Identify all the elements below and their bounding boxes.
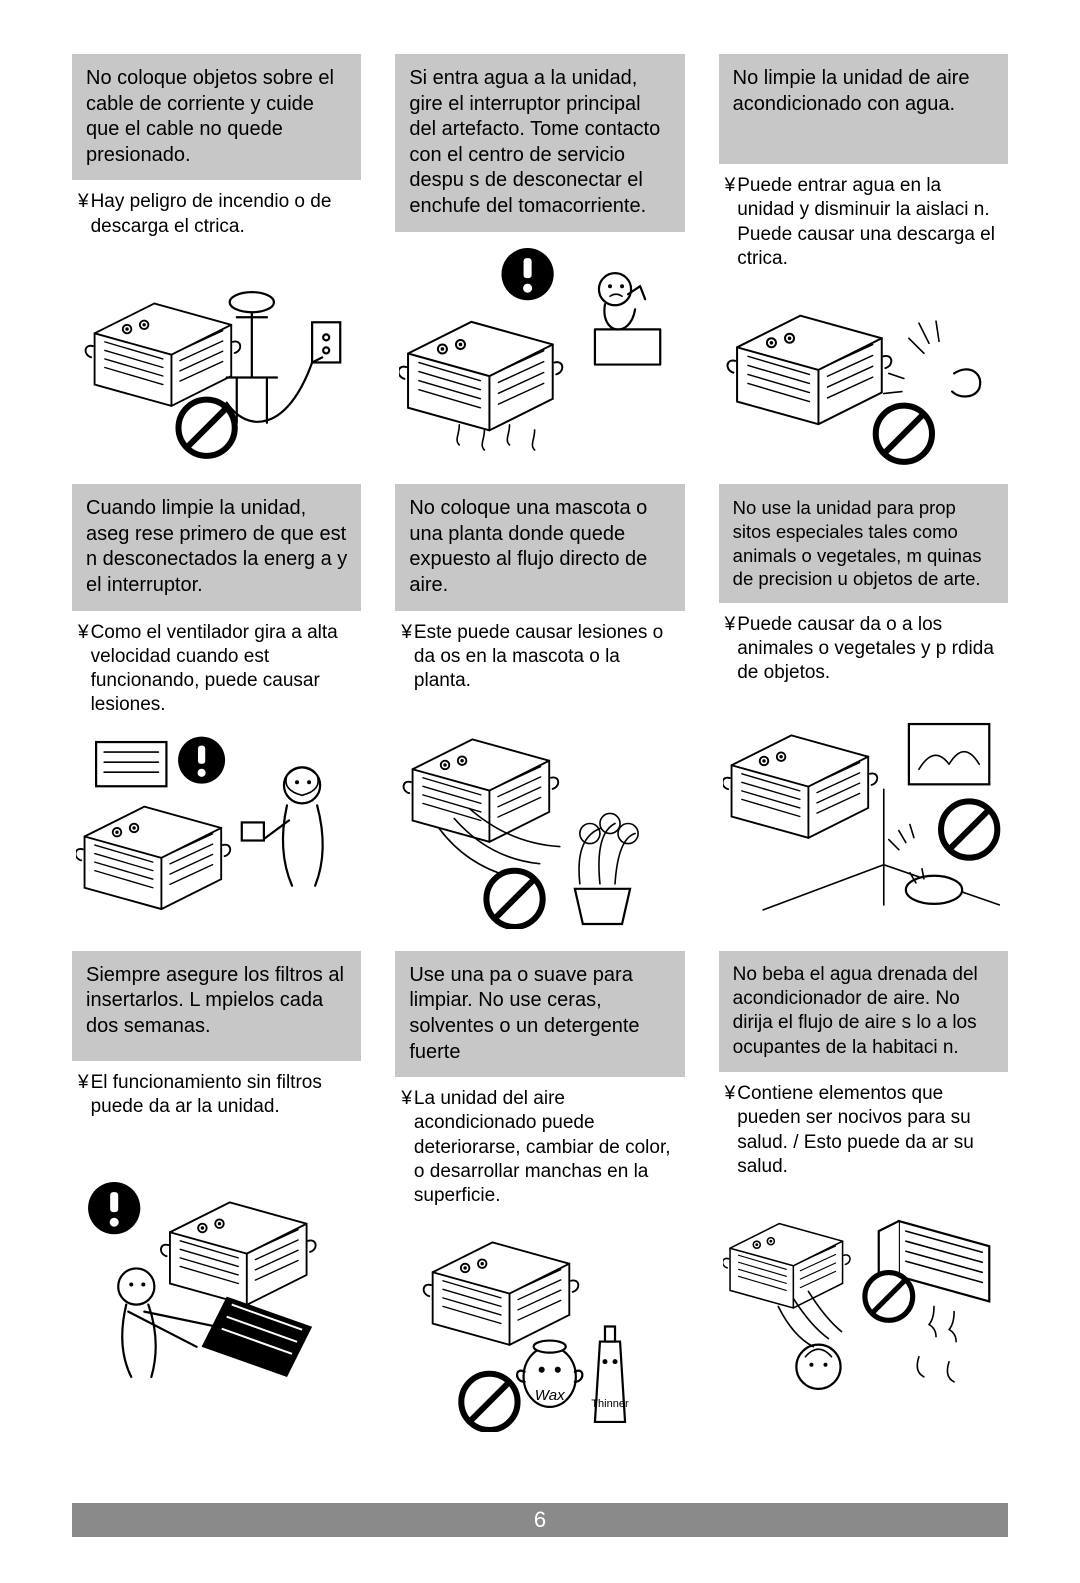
cell-2-3: No use la unidad para prop sitos especia… <box>719 484 1008 951</box>
warning-bullet: ¥ La unidad del aire acondicionado puede… <box>395 1077 684 1217</box>
bullet-marker: ¥ <box>725 1082 736 1179</box>
bullet-marker: ¥ <box>725 613 736 686</box>
illustration <box>719 279 1008 484</box>
warning-head: Si entra agua a la unidad, gire el inter… <box>395 54 684 232</box>
warning-bullet: ¥ El funcionamiento sin filtros puede da… <box>72 1061 361 1128</box>
bullet-marker: ¥ <box>401 1087 412 1209</box>
illustration: Wax Thinner <box>395 1217 684 1442</box>
warning-head: Cuando limpie la unidad, aseg rese prime… <box>72 484 361 610</box>
warning-bullet: ¥ Como el ventilador gira a alta velocid… <box>72 611 361 726</box>
bullet-marker: ¥ <box>78 621 89 718</box>
illustration <box>719 1187 1008 1441</box>
bullet-marker: ¥ <box>725 174 736 271</box>
safety-grid: No coloque objetos sobre el cable de cor… <box>72 54 1008 1442</box>
cell-3-1: Siempre asegure los filtros al insertarl… <box>72 951 361 1442</box>
cell-2-2: No coloque una mascota o una planta dond… <box>395 484 684 951</box>
cell-3-3: No beba el agua drenada del acondicionad… <box>719 951 1008 1442</box>
cell-2-1: Cuando limpie la unidad, aseg rese prime… <box>72 484 361 951</box>
bullet-text: Puede causar da o a los animales o veget… <box>737 613 1002 686</box>
bullet-text: Puede entrar agua en la unidad y disminu… <box>737 174 1002 271</box>
warning-head: Siempre asegure los filtros al insertarl… <box>72 951 361 1061</box>
bullet-marker: ¥ <box>401 621 412 694</box>
illustration <box>72 247 361 484</box>
cell-1-1: No coloque objetos sobre el cable de cor… <box>72 54 361 484</box>
cell-1-3: No limpie la unidad de aire acondicionad… <box>719 54 1008 484</box>
bullet-text: Este puede causar lesiones o da os en la… <box>414 621 679 694</box>
thinner-label: Thinner <box>592 1398 630 1410</box>
page-number-bar: 6 <box>72 1503 1008 1537</box>
wax-label: Wax <box>535 1387 565 1404</box>
bullet-text: Como el ventilador gira a alta velocidad… <box>91 621 356 718</box>
bullet-text: El funcionamiento sin filtros puede da a… <box>91 1071 356 1120</box>
warning-bullet: ¥ Hay peligro de incendio o de descarga … <box>72 180 361 247</box>
illustration <box>395 232 684 485</box>
illustration <box>719 694 1008 951</box>
bullet-text: Contiene elementos que pueden ser nocivo… <box>737 1082 1002 1179</box>
warning-head: No coloque una mascota o una planta dond… <box>395 484 684 610</box>
warning-head: No coloque objetos sobre el cable de cor… <box>72 54 361 180</box>
warning-head: No use la unidad para prop sitos especia… <box>719 484 1008 603</box>
illustration <box>395 701 684 950</box>
warning-bullet: ¥ Contiene elementos que pueden ser noci… <box>719 1072 1008 1187</box>
warning-head: No beba el agua drenada del acondicionad… <box>719 951 1008 1072</box>
bullet-text: La unidad del aire acondicionado puede d… <box>414 1087 679 1209</box>
cell-3-2: Use una pa o suave para limpiar. No use … <box>395 951 684 1442</box>
warning-bullet: ¥ Puede causar da o a los animales o veg… <box>719 603 1008 694</box>
bullet-text: Hay peligro de incendio o de descarga el… <box>91 190 356 239</box>
cell-1-2: Si entra agua a la unidad, gire el inter… <box>395 54 684 484</box>
warning-bullet: ¥ Este puede causar lesiones o da os en … <box>395 611 684 702</box>
warning-head: No limpie la unidad de aire acondicionad… <box>719 54 1008 164</box>
bullet-marker: ¥ <box>78 190 89 239</box>
bullet-marker: ¥ <box>78 1071 89 1120</box>
warning-bullet: ¥ Puede entrar agua en la unidad y dismi… <box>719 164 1008 279</box>
page-number: 6 <box>534 1507 546 1533</box>
illustration <box>72 1127 361 1441</box>
illustration <box>72 726 361 951</box>
warning-head: Use una pa o suave para limpiar. No use … <box>395 951 684 1077</box>
